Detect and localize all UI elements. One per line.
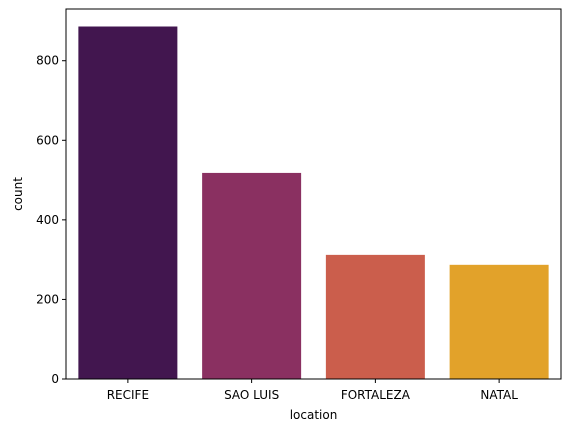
x-tick-label: NATAL (480, 388, 518, 402)
y-tick-label: 200 (36, 292, 59, 306)
y-axis-label: count (11, 177, 25, 211)
bar-recife (78, 26, 178, 380)
x-tick-label: SAO LUIS (224, 388, 279, 402)
x-axis: RECIFE SAO LUIS FORTALEZA NATAL (107, 379, 518, 402)
y-tick-label: 600 (36, 133, 59, 147)
x-tick-label: FORTALEZA (341, 388, 411, 402)
bar-fortaleza (325, 254, 425, 379)
x-axis-label: location (290, 408, 338, 422)
plot-frame (65, 8, 562, 380)
y-tick-label: 0 (51, 372, 59, 386)
bar-sao-luis (202, 172, 302, 379)
bars-group (78, 26, 549, 380)
bar-natal (449, 264, 549, 379)
y-tick-label: 800 (36, 54, 59, 68)
y-axis: 0 200 400 600 800 (36, 54, 66, 386)
x-tick-label: RECIFE (107, 388, 149, 402)
y-tick-label: 400 (36, 213, 59, 227)
